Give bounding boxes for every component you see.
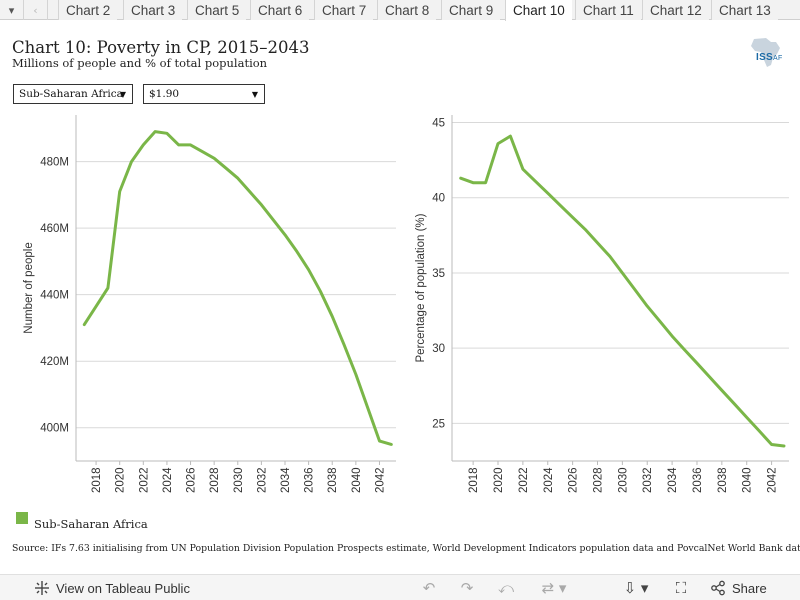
y-tick-label: 25 bbox=[432, 418, 445, 430]
refresh-icon[interactable]: ⇄ ▾ bbox=[541, 579, 567, 597]
x-tick-label: 2040 bbox=[742, 467, 754, 493]
issaf-logo-text: ISSAF bbox=[756, 52, 783, 63]
poverty-headcount-chart: 400M 420M 440M 460M 480M 2018 2020 2022 2024 2026… bbox=[23, 115, 396, 493]
y-axis-label: Number of people bbox=[23, 242, 35, 333]
y-tick-label: 45 bbox=[432, 118, 445, 130]
x-tick-label: 2036 bbox=[692, 467, 704, 493]
tab-chart-9[interactable]: Chart 9 bbox=[441, 0, 501, 20]
view-on-tableau-link[interactable]: View on Tableau Public bbox=[34, 575, 190, 600]
page-title: Chart 10: Poverty in CP, 2015–2043 bbox=[12, 38, 310, 57]
x-tick-label: 2018 bbox=[468, 467, 480, 493]
x-tick-label: 2022 bbox=[518, 467, 530, 493]
y-axis-label: Percentage of population (%) bbox=[415, 213, 427, 362]
tab-chart-6[interactable]: Chart 6 bbox=[250, 0, 310, 20]
download-icon[interactable]: ⇩ ▾ bbox=[623, 579, 649, 597]
region-dropdown-value: Sub-Saharan Africa bbox=[19, 88, 123, 100]
chevron-down-icon: ▼ bbox=[119, 90, 126, 99]
poverty-rate-chart: 25 30 35 40 45 2018 2020 2022 2024 2026 2028 2030 20… bbox=[415, 115, 789, 493]
y-tick-label: 480M bbox=[40, 157, 69, 169]
x-tick-label: 2032 bbox=[642, 467, 654, 493]
tab-chart-2[interactable]: Chart 2 bbox=[58, 0, 118, 20]
fullscreen-icon[interactable]: ⛶ bbox=[675, 579, 687, 597]
redo-icon[interactable]: ↷ bbox=[460, 579, 474, 597]
y-tick-label: 400M bbox=[40, 423, 69, 435]
x-tick-label: 2024 bbox=[162, 467, 174, 493]
x-tick-label: 2028 bbox=[209, 467, 221, 493]
view-on-tableau-label: View on Tableau Public bbox=[56, 580, 190, 596]
revert-icon[interactable]: ⤺ bbox=[497, 579, 515, 597]
tab-strip: ▾ ‹ Chart 2 Chart 3 Chart 5 Chart 6 Char… bbox=[0, 0, 800, 21]
x-tick-label: 2030 bbox=[233, 467, 245, 493]
series-line[interactable] bbox=[459, 134, 786, 448]
africa-map-logo-icon bbox=[751, 38, 780, 67]
threshold-dropdown[interactable]: $1.90 ▼ bbox=[143, 84, 265, 104]
x-tick-label: 2030 bbox=[617, 467, 629, 493]
y-tick-label: 460M bbox=[40, 223, 69, 235]
x-tick-label: 2040 bbox=[351, 467, 363, 493]
x-tick-label: 2032 bbox=[256, 467, 268, 493]
tab-scroll-left-icon[interactable]: ‹ bbox=[24, 0, 48, 20]
x-tick-label: 2036 bbox=[304, 467, 316, 493]
legend-swatch[interactable] bbox=[16, 512, 28, 524]
tab-menu-dropdown-icon[interactable]: ▾ bbox=[0, 0, 24, 20]
series-line[interactable] bbox=[82, 130, 393, 446]
y-tick-label: 440M bbox=[40, 290, 69, 302]
x-tick-label: 2034 bbox=[280, 467, 292, 493]
legend-label[interactable]: Sub-Saharan Africa bbox=[34, 517, 148, 531]
share-button[interactable]: Share bbox=[710, 575, 767, 600]
threshold-dropdown-value: $1.90 bbox=[149, 88, 180, 100]
x-tick-label: 2020 bbox=[115, 467, 127, 493]
share-label: Share bbox=[732, 580, 767, 596]
undo-icon[interactable]: ↶ bbox=[422, 579, 436, 597]
page-subtitle: Millions of people and % of total popula… bbox=[12, 56, 268, 70]
y-tick-label: 30 bbox=[432, 343, 445, 355]
chevron-down-icon: ▼ bbox=[251, 90, 258, 99]
y-tick-label: 420M bbox=[40, 356, 69, 368]
x-tick-label: 2042 bbox=[767, 467, 779, 493]
x-tick-label: 2038 bbox=[717, 467, 729, 493]
x-tick-label: 2028 bbox=[592, 467, 604, 493]
x-tick-label: 2018 bbox=[91, 467, 103, 493]
region-dropdown[interactable]: Sub-Saharan Africa ▼ bbox=[13, 84, 133, 104]
tab-chart-11[interactable]: Chart 11 bbox=[575, 0, 641, 20]
tab-chart-7[interactable]: Chart 7 bbox=[314, 0, 374, 20]
tab-chart-3[interactable]: Chart 3 bbox=[123, 0, 183, 20]
x-tick-label: 2026 bbox=[568, 467, 580, 493]
tableau-toolbar: View on Tableau Public ↶ ↷ ⤺ ⇄ ▾ ⇩ ▾ ⛶ S… bbox=[0, 574, 800, 600]
x-tick-label: 2022 bbox=[138, 467, 150, 493]
tab-chart-12[interactable]: Chart 12 bbox=[642, 0, 709, 20]
y-tick-label: 35 bbox=[432, 268, 445, 280]
tableau-logo-icon bbox=[35, 581, 49, 595]
x-tick-label: 2024 bbox=[543, 467, 555, 493]
x-tick-label: 2038 bbox=[327, 467, 339, 493]
y-tick-label: 40 bbox=[432, 193, 445, 205]
x-tick-label: 2042 bbox=[374, 467, 386, 493]
x-tick-label: 2034 bbox=[667, 467, 679, 493]
source-note: Source: IFs 7.63 initialising from UN Po… bbox=[12, 543, 800, 554]
x-tick-label: 2026 bbox=[186, 467, 198, 493]
tab-chart-5[interactable]: Chart 5 bbox=[187, 0, 247, 20]
tab-chart-10[interactable]: Chart 10 bbox=[505, 0, 572, 21]
tab-chart-13[interactable]: Chart 13 bbox=[711, 0, 778, 20]
share-icon bbox=[711, 580, 725, 596]
tab-chart-8[interactable]: Chart 8 bbox=[377, 0, 437, 20]
x-tick-label: 2020 bbox=[493, 467, 505, 493]
